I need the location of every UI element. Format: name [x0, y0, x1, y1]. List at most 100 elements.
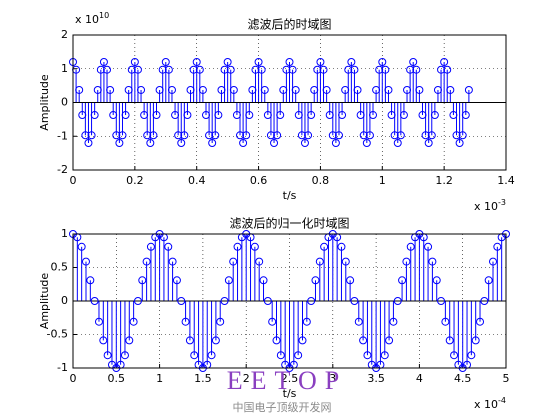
stem-marker	[223, 58, 232, 66]
stem-marker	[216, 317, 225, 326]
stem-marker	[242, 131, 251, 140]
stem-marker	[480, 297, 489, 305]
stem-marker	[214, 111, 223, 120]
stem-marker	[78, 111, 87, 120]
stem-marker	[325, 111, 334, 120]
stem-marker	[248, 85, 257, 94]
y-tick-label: -1	[57, 361, 68, 374]
exponent-base: x 10	[474, 398, 498, 411]
stem-marker	[272, 336, 281, 345]
stem-marker	[158, 65, 167, 74]
stem-marker	[220, 65, 229, 74]
stem-marker	[229, 85, 238, 94]
stem-marker	[445, 336, 454, 345]
stem-marker	[294, 111, 303, 120]
stem-marker	[86, 276, 95, 285]
y-tick-label: 1	[61, 62, 68, 75]
stem-marker	[363, 351, 372, 360]
stem-marker	[464, 85, 473, 94]
exponent-power: -4	[498, 396, 506, 405]
x-tick-label: 0.8	[312, 174, 330, 187]
stem-marker	[99, 58, 108, 66]
stem-marker	[127, 65, 136, 74]
x-tick-label: 5	[503, 372, 510, 385]
stem-marker	[304, 131, 313, 140]
stem-marker	[476, 317, 485, 326]
x-tick-label: 4	[416, 372, 423, 385]
stem-marker	[380, 351, 389, 360]
stem-marker	[313, 65, 322, 74]
y-tick-label: 0	[61, 294, 68, 307]
stem-marker	[365, 131, 374, 140]
exponent-base: x 10	[75, 13, 99, 26]
stem-marker	[356, 111, 365, 120]
x-tick-label: 3	[329, 372, 336, 385]
axes-box	[72, 34, 507, 171]
stem-marker	[106, 85, 115, 94]
stem-marker	[268, 317, 277, 326]
stem-marker	[316, 58, 325, 66]
stem-marker	[428, 257, 437, 266]
stem-marker	[233, 242, 242, 251]
stem-marker	[190, 351, 199, 360]
stem-marker	[446, 85, 455, 94]
stem-marker	[140, 111, 149, 120]
stem-marker	[155, 85, 164, 94]
stem-marker	[347, 58, 356, 66]
exponent-label: x 1010	[75, 11, 109, 27]
exponent-base: x 10	[474, 200, 498, 213]
stem-marker	[276, 351, 285, 360]
stem-marker	[424, 139, 433, 147]
stem-marker	[263, 297, 272, 305]
stem-marker	[493, 242, 502, 251]
stem-marker	[120, 351, 129, 360]
stem-marker	[331, 139, 340, 147]
stem-marker	[319, 65, 328, 74]
stem-marker	[455, 139, 464, 147]
stem-marker	[279, 85, 288, 94]
stem-marker	[310, 85, 319, 94]
stem-marker	[443, 65, 452, 74]
y-tick-label: -0.5	[47, 328, 68, 341]
stem-marker	[440, 58, 449, 66]
stem-marker	[381, 65, 390, 74]
stem-marker	[276, 111, 285, 120]
stem-marker	[402, 257, 411, 266]
stem-marker	[115, 139, 124, 147]
stem-marker	[177, 139, 186, 147]
stem-marker	[118, 131, 127, 140]
stem-marker	[255, 257, 264, 266]
stem-marker	[315, 257, 324, 266]
stem-marker	[412, 65, 421, 74]
stem-marker	[138, 276, 147, 285]
x-axis-label: t/s	[283, 189, 297, 202]
stem-marker	[328, 131, 337, 140]
stem-marker	[450, 351, 459, 360]
stem-marker	[211, 336, 220, 345]
stem-marker	[421, 131, 430, 140]
stem-marker	[341, 85, 350, 94]
stem-marker	[251, 65, 260, 74]
chart-title: 滤波后的归一化时域图	[229, 216, 349, 231]
stem-marker	[359, 336, 368, 345]
stem-marker	[185, 336, 194, 345]
stem-marker	[211, 131, 220, 140]
stem-marker	[99, 336, 108, 345]
stem-marker	[393, 297, 402, 305]
x-tick-label: 1	[156, 372, 163, 385]
chart-title: 滤波后的时域图	[247, 17, 331, 32]
stem-marker	[250, 242, 259, 251]
stem-marker	[226, 65, 235, 74]
stem-marker	[298, 336, 307, 345]
stem-marker	[254, 58, 263, 66]
stem-marker	[125, 336, 134, 345]
stem-marker	[353, 85, 362, 94]
stem-marker	[461, 111, 470, 120]
stem-marker	[427, 131, 436, 140]
stem-marker	[103, 351, 112, 360]
x-tick-label: 0	[70, 174, 77, 187]
stem-marker	[183, 111, 192, 120]
stem-marker	[346, 276, 355, 285]
y-axis-label: Amplitude	[38, 273, 51, 330]
stem-marker	[167, 85, 176, 94]
